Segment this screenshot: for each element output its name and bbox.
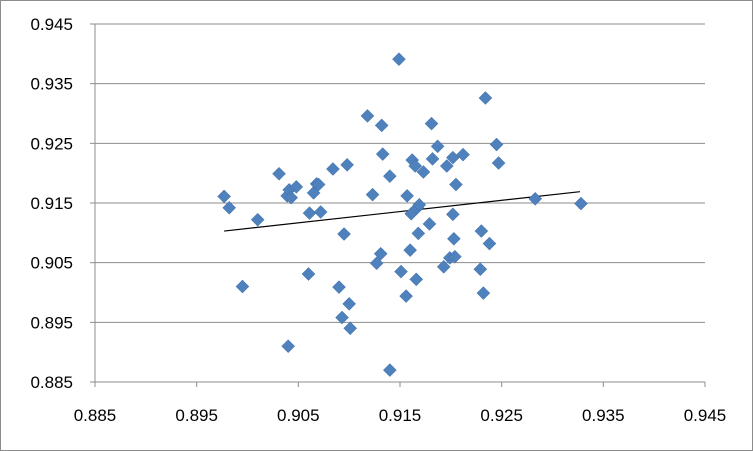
x-tick-label: 0.885 (74, 406, 117, 425)
data-points (217, 52, 588, 377)
data-point (382, 169, 397, 184)
data-point (313, 205, 328, 219)
y-tick-label: 0.895 (30, 313, 73, 332)
data-point (374, 118, 389, 133)
data-point (343, 321, 358, 336)
data-point (394, 264, 408, 279)
data-point (332, 280, 346, 294)
data-point (474, 224, 489, 238)
trendline-layer (224, 191, 581, 232)
x-tick-label: 0.935 (582, 406, 625, 425)
data-point (302, 206, 317, 220)
x-tick-label: 0.905 (277, 406, 320, 425)
data-point (422, 217, 437, 231)
data-point (217, 189, 231, 204)
data-point (392, 52, 406, 67)
data-point (408, 159, 423, 173)
data-point (365, 187, 380, 202)
data-point (337, 227, 351, 241)
data-point (360, 109, 375, 123)
data-point (342, 296, 357, 311)
data-point (272, 166, 286, 181)
y-tick-label: 0.935 (30, 75, 73, 94)
data-point (411, 226, 426, 241)
x-tick-label: 0.945 (684, 406, 727, 425)
y-tick-label: 0.915 (30, 194, 73, 213)
data-point (301, 267, 316, 281)
data-point (436, 259, 451, 274)
data-point (250, 212, 265, 227)
data-point (448, 249, 462, 264)
gridlines (95, 23, 705, 323)
y-tick-label: 0.945 (30, 15, 73, 34)
trendline (224, 191, 581, 232)
data-point (476, 286, 491, 300)
data-point (447, 231, 461, 246)
data-point (335, 310, 349, 325)
x-tick-label: 0.925 (480, 406, 523, 425)
data-point (446, 207, 460, 222)
data-point (425, 151, 440, 166)
data-point (491, 156, 506, 170)
data-point (289, 180, 304, 194)
data-point (478, 91, 493, 105)
data-point (449, 177, 463, 192)
axes (90, 23, 706, 387)
data-point (430, 139, 445, 154)
data-point (400, 188, 414, 203)
data-point (528, 191, 543, 206)
x-tick-label: 0.915 (379, 406, 422, 425)
data-point (281, 339, 296, 354)
data-point (489, 137, 504, 152)
x-tick-label: 0.895 (175, 406, 218, 425)
data-point (284, 190, 299, 205)
y-tick-label: 0.925 (30, 134, 73, 153)
data-point (373, 246, 388, 261)
data-point (473, 262, 488, 277)
data-point (424, 116, 439, 131)
y-tick-label: 0.905 (30, 254, 73, 273)
data-point (340, 157, 354, 172)
data-point (222, 200, 237, 215)
data-point (482, 236, 497, 251)
data-point (574, 196, 588, 211)
data-point (326, 162, 340, 176)
data-point (416, 165, 431, 179)
y-tick-label: 0.885 (30, 373, 73, 392)
data-point (439, 159, 454, 173)
data-point (403, 243, 418, 257)
data-point (399, 289, 413, 303)
data-point (412, 197, 427, 212)
tick-labels: 0.885 0.895 0.905 0.915 0.925 0.935 0.945 0.885… (30, 15, 726, 425)
data-point (409, 272, 424, 287)
data-point (382, 363, 397, 377)
data-point (235, 279, 250, 294)
data-point (369, 256, 384, 271)
data-point (456, 147, 470, 162)
data-point (311, 177, 326, 192)
data-point (375, 147, 390, 161)
